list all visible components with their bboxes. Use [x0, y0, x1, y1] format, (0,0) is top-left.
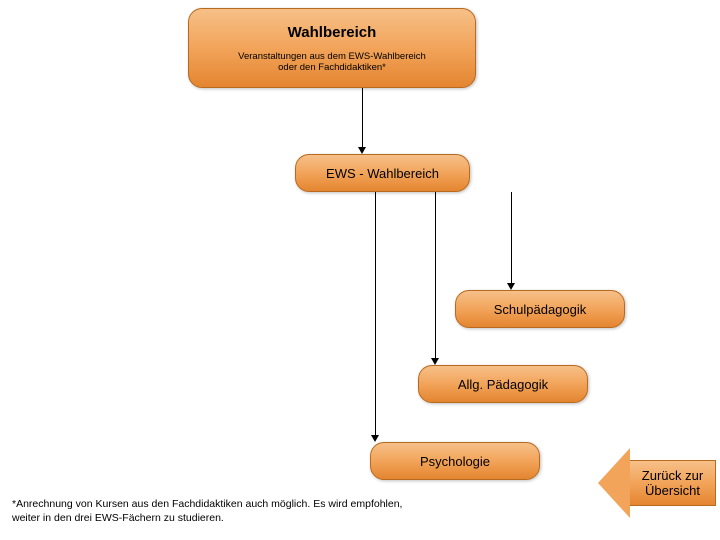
node-ews-wahlbereich[interactable]: EWS - Wahlbereich: [295, 154, 470, 192]
arrow-left-icon: [598, 448, 630, 518]
node-label: Schulpädagogik: [494, 302, 587, 317]
back-to-overview-arrow[interactable]: Zurück zur Übersicht: [598, 448, 716, 518]
node-subtitle-2: oder den Fachdidaktiken*: [278, 62, 386, 73]
node-psychologie[interactable]: Psychologie: [370, 442, 540, 480]
node-label: Psychologie: [420, 454, 490, 469]
back-arrow-line-1: Zurück zur: [642, 468, 703, 483]
footnote-line-2: weiter in den drei EWS-Fächern zu studie…: [12, 512, 402, 526]
node-label: EWS - Wahlbereich: [326, 166, 439, 181]
node-schulpaedagogik[interactable]: Schulpädagogik: [455, 290, 625, 328]
node-label: Allg. Pädagogik: [458, 377, 548, 392]
back-arrow-line-2: Übersicht: [642, 483, 703, 498]
back-arrow-body: Zurück zur Übersicht: [630, 460, 716, 506]
footnote-text: *Anrechnung von Kursen aus den Fachdidak…: [12, 498, 402, 525]
footnote-line-1: *Anrechnung von Kursen aus den Fachdidak…: [12, 498, 402, 512]
node-title: Wahlbereich: [288, 24, 377, 41]
node-subtitle-1: Veranstaltungen aus dem EWS-Wahlbereich: [238, 51, 426, 62]
node-allg-paedagogik[interactable]: Allg. Pädagogik: [418, 365, 588, 403]
node-wahlbereich-root: Wahlbereich Veranstaltungen aus dem EWS-…: [188, 8, 476, 88]
